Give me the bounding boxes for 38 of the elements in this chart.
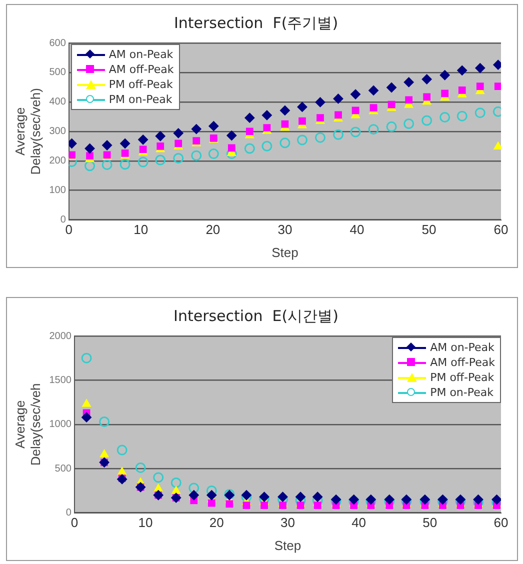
x-tick-label: 20	[206, 222, 220, 238]
x-tick-label: 40	[350, 222, 364, 238]
x-tick-label: 50	[422, 515, 438, 530]
chart-title: Intersection F(주기별)	[174, 14, 338, 32]
x-tick-label: 60	[494, 515, 508, 530]
chart-title: Intersection E(시간별)	[174, 306, 338, 325]
y-tick-label: 0	[66, 508, 72, 519]
y-tick-label: 1000	[49, 419, 72, 430]
y-tick-label: 1500	[49, 374, 72, 386]
x-tick-label: 50	[422, 222, 436, 238]
x-tick-label: 10	[138, 515, 153, 530]
legend-label: PM off-Peak	[430, 370, 494, 385]
x-axis-title: Step	[274, 538, 302, 553]
legend-label: AM on-Peak	[108, 47, 174, 62]
y-tick-label: 300	[49, 126, 66, 138]
y-tick-label: 500	[54, 463, 72, 474]
y-tick-label: 400	[49, 96, 66, 108]
legend-label: AM on-Peak	[430, 340, 494, 355]
y-tick-label: 2000	[49, 330, 72, 342]
x-tick-label: 30	[280, 515, 295, 530]
y-tick-label: 500	[49, 67, 66, 78]
y-axis-title: Average Delay(sec/veh)	[12, 88, 43, 175]
y-tick-label: 100	[49, 185, 66, 196]
legend-label: AM off-Peak	[108, 62, 174, 77]
x-axis-title: Step	[272, 244, 298, 260]
y-tick-label: 600	[49, 38, 66, 49]
x-tick-label: 10	[134, 222, 148, 238]
y-tick-label: 0	[60, 214, 66, 226]
x-tick-label: 20	[209, 515, 224, 530]
legend-label: PM on-Peak	[108, 92, 172, 107]
y-axis-title: Average Delay(sec/veh	[12, 383, 43, 466]
x-tick-label: 30	[278, 222, 292, 238]
x-tick-label: 60	[494, 222, 508, 238]
legend-label: AM off-Peak	[430, 355, 495, 370]
legend-label: PM on-Peak	[430, 385, 494, 400]
legend-label: PM off-Peak	[108, 77, 173, 92]
y-tick-label: 200	[49, 156, 66, 167]
x-tick-label: 40	[352, 515, 366, 530]
